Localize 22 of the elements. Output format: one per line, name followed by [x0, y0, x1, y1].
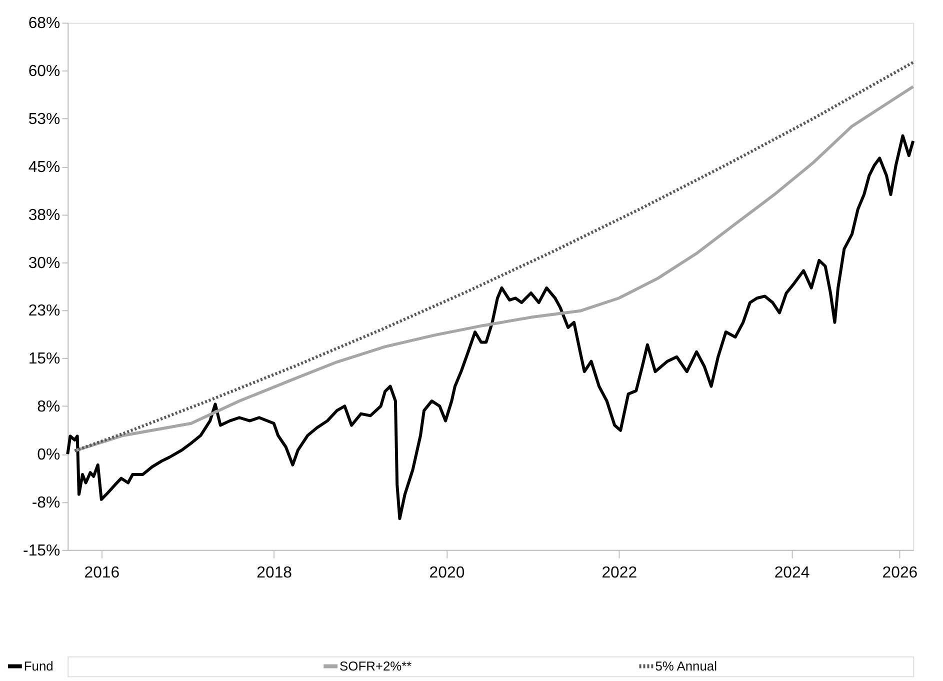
x-tick-label: 2018	[256, 564, 292, 582]
x-tick-label: 2024	[774, 564, 810, 582]
y-tick-label: 38%	[28, 206, 60, 224]
x-tick-label: 2022	[602, 564, 638, 582]
legend-label: SOFR+2%**	[340, 658, 412, 674]
y-tick-label: 15%	[28, 350, 60, 368]
legend-label: 5% Annual	[655, 658, 717, 674]
y-tick-label: 23%	[28, 302, 60, 320]
y-tick-label: -15%	[23, 542, 60, 560]
y-tick-label: 68%	[28, 15, 60, 32]
legend-label: Fund	[24, 658, 54, 674]
x-tick-label: 2026	[882, 564, 918, 582]
y-tick-label: 8%	[37, 398, 60, 416]
x-tick-label: 2016	[84, 564, 120, 582]
y-tick-label: 53%	[28, 111, 60, 128]
y-tick-label: -8%	[32, 494, 60, 512]
x-tick-label: 2020	[429, 564, 465, 582]
y-tick-label: 45%	[28, 158, 60, 176]
y-tick-label: 0%	[37, 446, 60, 464]
line-series	[66, 134, 915, 520]
y-tick-label: 30%	[28, 254, 60, 272]
y-tick-label: 60%	[28, 63, 60, 80]
